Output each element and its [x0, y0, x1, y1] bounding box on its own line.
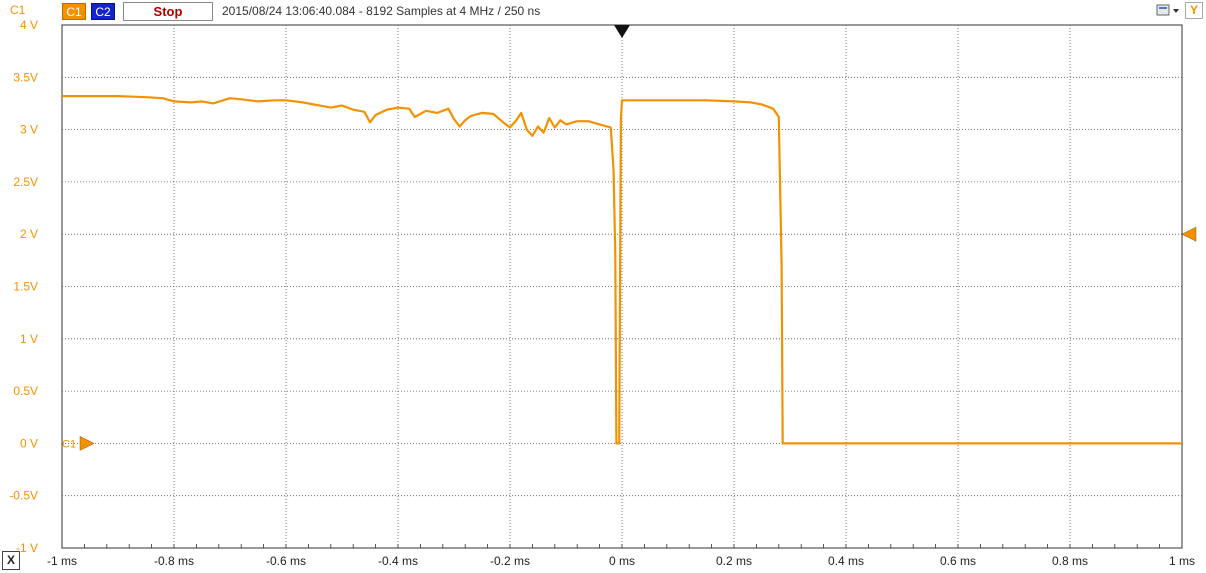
- trigger-level-marker[interactable]: [1181, 226, 1197, 242]
- x-tick-label: -1 ms: [47, 554, 77, 568]
- trace-line: [62, 94, 1182, 445]
- x-tick-label: 1 ms: [1169, 554, 1195, 568]
- y-tick-label: 3 V: [20, 123, 38, 137]
- trace-layer: [62, 94, 1182, 445]
- y-axis-ticks: 4 V 3.5V 3 V 2.5V 2 V 1.5V 1 V 0.5V 0 V -0.5V -1 V: [9, 18, 38, 555]
- channel-offset-label: C1: [62, 438, 76, 450]
- x-tick-label: -0.2 ms: [490, 554, 530, 568]
- y-tick-label: 1.5V: [13, 280, 38, 294]
- stop-button[interactable]: Stop: [123, 2, 213, 21]
- channel-label: C1: [10, 3, 26, 17]
- y-tick-label: -1 V: [16, 541, 38, 555]
- trigger-time-marker[interactable]: [614, 25, 630, 38]
- y-tick-label: 0.5V: [13, 384, 38, 398]
- menu-dropdown-button[interactable]: [1155, 2, 1183, 19]
- y-tick-label: 1 V: [20, 332, 38, 346]
- x-tick-label: 0.8 ms: [1052, 554, 1088, 568]
- y-tick-label: 4 V: [20, 18, 38, 32]
- marker-layer: C1: [62, 25, 1197, 451]
- capture-status: 2015/08/24 13:06:40.084 - 8192 Samples a…: [222, 4, 541, 18]
- channel-offset-marker[interactable]: [79, 435, 95, 451]
- channel-1-button[interactable]: C1: [62, 3, 86, 20]
- x-tick-label: 0.6 ms: [940, 554, 976, 568]
- x-tick-label: -0.6 ms: [266, 554, 306, 568]
- x-tick-label: 0.4 ms: [828, 554, 864, 568]
- y-tick-label: 0 V: [20, 436, 38, 450]
- y-axis-button[interactable]: Y: [1185, 2, 1203, 19]
- x-tick-label: -0.4 ms: [378, 554, 418, 568]
- y-tick-label: -0.5V: [9, 489, 38, 503]
- y-tick-label: 3.5V: [13, 70, 38, 84]
- channel-2-button[interactable]: C2: [91, 3, 115, 20]
- x-tick-label: 0 ms: [609, 554, 635, 568]
- x-axis-ticks: -1 ms -0.8 ms -0.6 ms -0.4 ms -0.2 ms 0 ms 0.2…: [47, 554, 1195, 568]
- x-axis-button[interactable]: X: [2, 551, 20, 570]
- y-tick-label: 2.5V: [13, 175, 38, 189]
- x-tick-label: 0.2 ms: [716, 554, 752, 568]
- y-tick-label: 2 V: [20, 227, 38, 241]
- menu-dropdown-icon: [1156, 4, 1179, 16]
- x-tick-label: -0.8 ms: [154, 554, 194, 568]
